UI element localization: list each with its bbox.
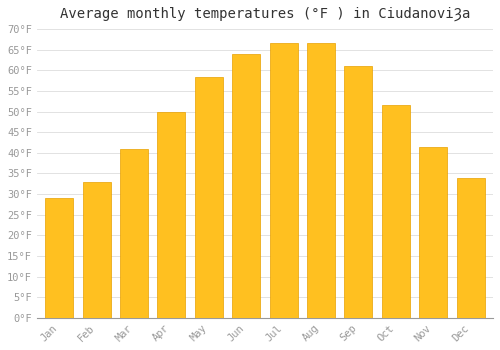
Bar — [307, 43, 335, 318]
Bar — [45, 198, 74, 318]
Bar — [419, 147, 447, 318]
Bar — [344, 66, 372, 318]
Bar — [158, 112, 186, 318]
Title: Average monthly temperatures (°F ) in CiudanoviȜa: Average monthly temperatures (°F ) in Ci… — [60, 7, 470, 21]
Bar — [270, 43, 297, 318]
Bar — [382, 105, 410, 318]
Bar — [195, 77, 223, 318]
Bar — [82, 182, 110, 318]
Bar — [232, 54, 260, 318]
Bar — [456, 177, 484, 318]
Bar — [120, 149, 148, 318]
